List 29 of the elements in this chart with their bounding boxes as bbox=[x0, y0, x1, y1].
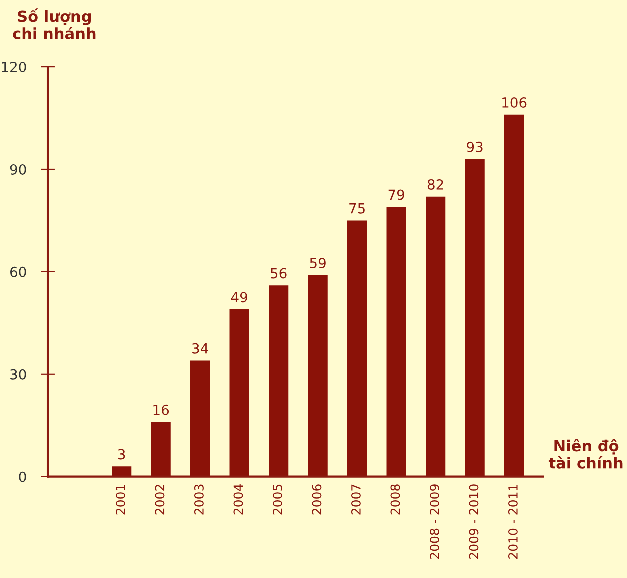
data-label: 82 bbox=[428, 179, 444, 190]
data-label: 16 bbox=[154, 404, 170, 416]
data-label: 79 bbox=[388, 190, 404, 200]
data-label: 75 bbox=[350, 204, 365, 214]
x-tick-label: 2003 bbox=[194, 484, 204, 515]
y-axis-title: Số lượng chi nhánh bbox=[13, 8, 96, 40]
x-axis-title: Niên độ tài chính bbox=[548, 439, 623, 469]
x-tick-label: 2005 bbox=[272, 484, 282, 515]
x-tick-label: 2006 bbox=[312, 484, 322, 515]
x-tick-label: 2010 - 2011 bbox=[508, 484, 518, 559]
x-tick-label: 2007 bbox=[351, 484, 361, 515]
y-tick-label: 60 bbox=[10, 266, 26, 278]
data-label: 34 bbox=[192, 343, 208, 354]
x-tick-label: 2008 - 2009 bbox=[430, 484, 440, 559]
data-label: 93 bbox=[467, 142, 483, 152]
x-tick-label: 2004 bbox=[234, 484, 244, 515]
y-tick-label: 120 bbox=[2, 62, 26, 73]
data-label: 3 bbox=[118, 449, 126, 460]
x-tick-label: 2001 bbox=[116, 484, 126, 515]
data-label: 56 bbox=[271, 268, 287, 279]
y-tick-label: 30 bbox=[10, 369, 26, 380]
x-tick-label: 2009 - 2010 bbox=[469, 484, 479, 559]
data-label: 106 bbox=[502, 97, 527, 108]
data-label: 59 bbox=[310, 258, 326, 269]
x-tick-label: 2002 bbox=[155, 485, 165, 515]
x-tick-label: 2008 bbox=[390, 484, 400, 515]
data-label: 49 bbox=[231, 292, 248, 303]
y-tick-label: 0 bbox=[19, 472, 26, 482]
y-tick-label: 90 bbox=[10, 164, 26, 175]
